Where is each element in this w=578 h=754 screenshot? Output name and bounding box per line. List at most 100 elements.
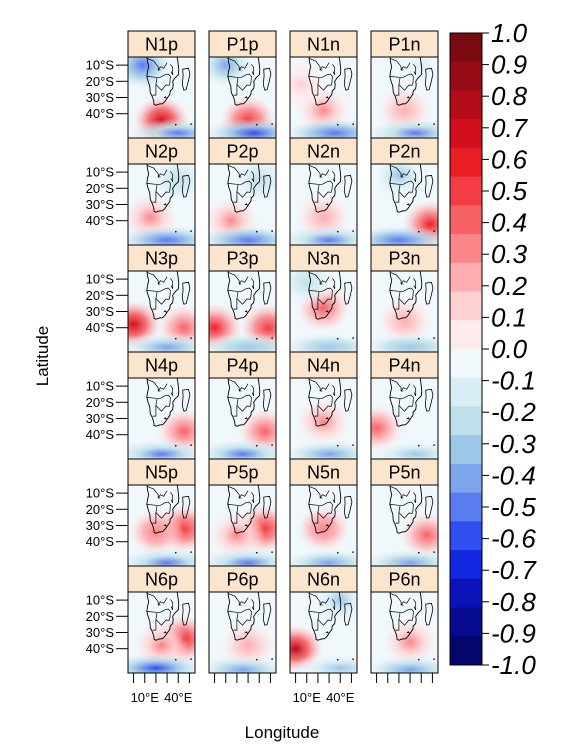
country-border (228, 593, 242, 606)
country-border (400, 597, 411, 606)
country-border (413, 599, 417, 610)
colorbar-label: 0.3 (491, 239, 528, 269)
colorbar-label: 0.2 (491, 271, 528, 301)
coastline (146, 378, 180, 427)
anomaly-blob (209, 510, 266, 560)
country-border (403, 608, 414, 621)
panel-label: N6p (145, 570, 178, 590)
lat-tick-label: 10°S (86, 593, 115, 608)
country-border (400, 169, 411, 178)
madagascar-outline (262, 602, 272, 626)
country-border (147, 486, 161, 499)
anomaly-field (290, 592, 357, 673)
country-border (390, 486, 404, 499)
colorbar-label: 1.0 (491, 18, 528, 48)
madagascar-outline (262, 67, 272, 91)
country-border (322, 180, 333, 193)
country-border (160, 501, 171, 514)
island-dot (255, 444, 258, 447)
country-border (317, 619, 332, 626)
colorbar-swatch (450, 33, 482, 63)
madagascar-outline (424, 174, 434, 198)
country-border (389, 290, 404, 292)
island-dot (417, 658, 420, 661)
country-border (155, 405, 170, 412)
country-border (325, 96, 329, 99)
panel-N4n: N4n (289, 351, 358, 460)
island-dot (336, 230, 339, 233)
island-dot (190, 337, 192, 339)
country-border (322, 608, 333, 621)
panel-label: P6n (388, 570, 420, 590)
coastline (146, 485, 180, 534)
madagascar-outline (424, 388, 434, 412)
country-border (403, 287, 414, 300)
country-border (238, 169, 249, 178)
country-border (398, 619, 413, 626)
country-border (163, 417, 167, 420)
panel-N5p: N5p (127, 458, 196, 567)
country-border (389, 611, 404, 613)
madagascar-outline (181, 495, 191, 519)
country-border (228, 272, 242, 285)
anomaly-blob (290, 439, 357, 459)
lat-tick-label: 30°S (86, 304, 115, 319)
country-border (244, 417, 248, 420)
country-border (170, 171, 174, 182)
madagascar-outline (262, 388, 272, 412)
colorbar-label: -0.1 (491, 366, 536, 396)
country-border (163, 203, 167, 206)
island-dot (255, 658, 258, 661)
panel-N6p: N6p (127, 565, 196, 674)
madagascar-outline (424, 281, 434, 305)
lon-tick-label: 40°E (326, 690, 355, 705)
country-border (398, 298, 413, 305)
panel-P6n: P6n (370, 565, 439, 674)
country-border (308, 183, 323, 185)
panel-P1n: P1n (370, 30, 439, 139)
country-border (406, 631, 410, 634)
colorbar-swatch (450, 377, 482, 407)
colorbar-label: 0.6 (491, 144, 528, 174)
panel-label: P6p (226, 570, 258, 590)
island-dot (433, 337, 435, 339)
island-dot (433, 123, 435, 125)
coastline (227, 592, 261, 641)
lat-tick-label: 20°S (86, 74, 115, 89)
panel-P5n: P5n (370, 458, 439, 567)
colorbar-label: -0.8 (491, 587, 536, 617)
madagascar-outline (424, 495, 434, 519)
panel-P1p: P1p (208, 30, 277, 139)
island-dot (417, 337, 420, 340)
country-border (317, 405, 332, 412)
country-border (319, 383, 330, 392)
panel-N5n: N5n (289, 458, 358, 567)
lat-tick-label: 10°S (86, 272, 115, 287)
madagascar-outline (262, 174, 272, 198)
anomaly-field (290, 271, 357, 352)
country-border (332, 171, 336, 182)
panel-strip (289, 565, 358, 593)
y-axis-label: Latitude (33, 326, 52, 387)
country-border (157, 490, 168, 499)
panel-label: N1n (307, 35, 340, 55)
anomaly-field (371, 378, 438, 459)
anomaly-blob (128, 653, 195, 673)
country-border (160, 394, 171, 407)
lat-tick-label: 10°S (86, 379, 115, 394)
country-border (170, 64, 174, 75)
country-border (389, 504, 404, 506)
colorbar-label: 0.7 (491, 113, 529, 143)
country-border (152, 506, 158, 524)
panel-label: N5n (307, 463, 340, 483)
colorbar-swatch (450, 636, 482, 666)
country-border (228, 486, 242, 499)
country-border (251, 492, 255, 503)
country-border (413, 171, 417, 182)
coastline (146, 592, 180, 641)
coastline (389, 378, 423, 427)
colorbar-label: -0.2 (491, 397, 536, 427)
anomaly-blob (371, 548, 438, 566)
island-dot (433, 444, 435, 446)
panel-label: P1n (388, 35, 420, 55)
